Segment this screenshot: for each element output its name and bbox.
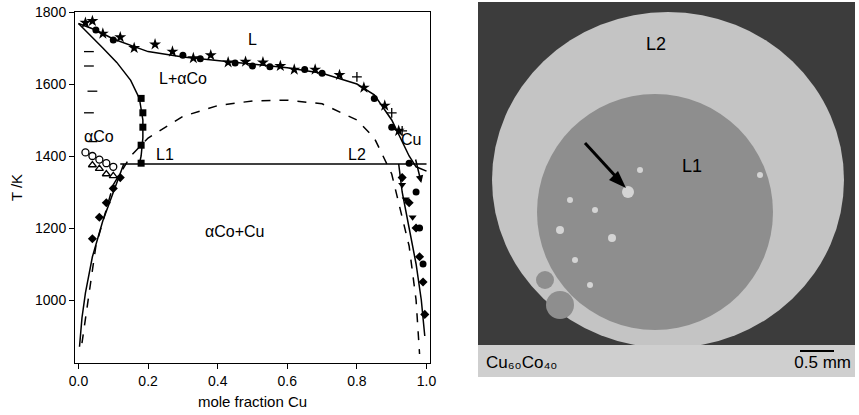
svg-text:0.0: 0.0: [69, 373, 89, 389]
svg-text:L+αCo: L+αCo: [159, 70, 207, 87]
svg-text:L2: L2: [348, 146, 366, 163]
svg-text:T /K: T /K: [8, 174, 25, 201]
svg-text:1400: 1400: [35, 148, 66, 164]
svg-text:L: L: [248, 31, 257, 48]
svg-text:L1: L1: [156, 146, 174, 163]
svg-text:1000: 1000: [35, 292, 66, 308]
svg-text:mole fraction Cu: mole fraction Cu: [198, 393, 307, 410]
svg-text:Cu: Cu: [401, 131, 421, 148]
svg-text:0.6: 0.6: [278, 373, 298, 389]
svg-text:0.5 mm: 0.5 mm: [794, 353, 851, 372]
svg-text:αCo: αCo: [84, 128, 114, 145]
svg-text:1600: 1600: [35, 76, 66, 92]
svg-text:Cu₆₀Co₄₀: Cu₆₀Co₄₀: [486, 353, 557, 372]
svg-text:1200: 1200: [35, 220, 66, 236]
svg-text:αCo+Cu: αCo+Cu: [205, 223, 265, 240]
svg-text:1.0: 1.0: [417, 373, 437, 389]
svg-text:0.2: 0.2: [138, 373, 158, 389]
svg-text:0.8: 0.8: [347, 373, 367, 389]
svg-text:L1: L1: [682, 156, 702, 176]
svg-text:L2: L2: [646, 34, 666, 54]
svg-text:1800: 1800: [35, 4, 66, 20]
svg-text:0.4: 0.4: [208, 373, 228, 389]
